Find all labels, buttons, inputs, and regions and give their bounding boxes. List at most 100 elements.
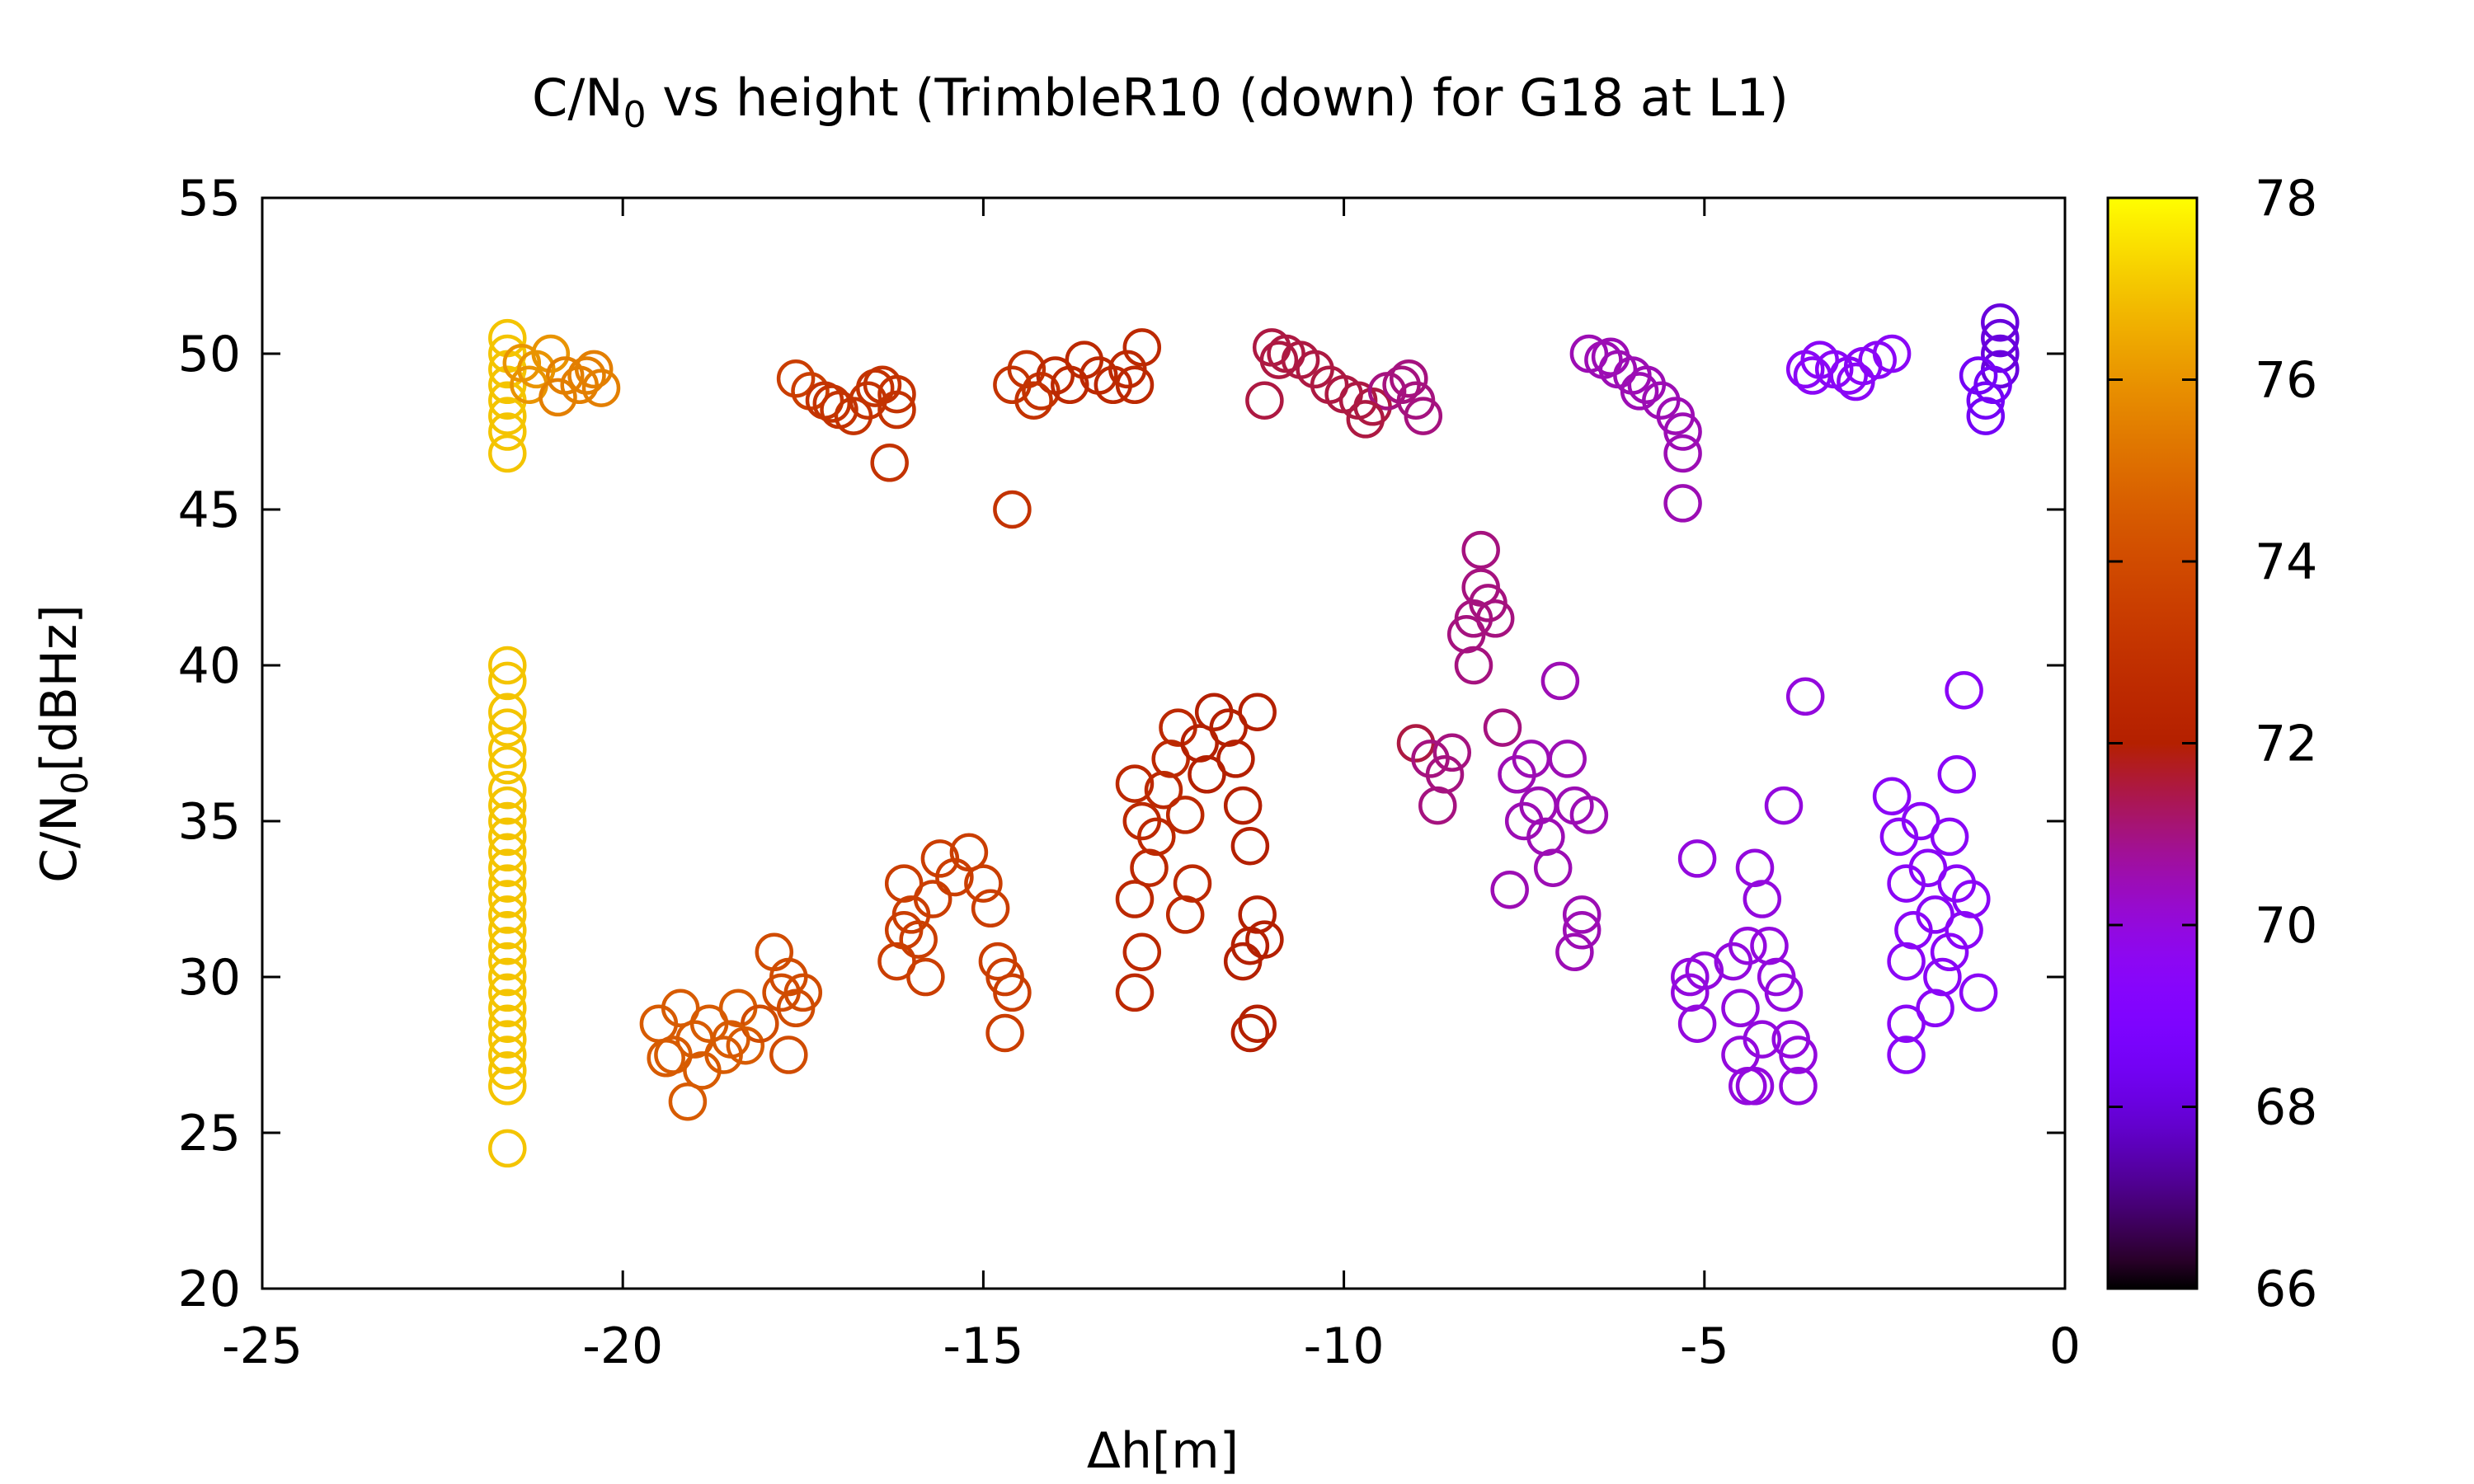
data-point: [1966, 397, 2006, 435]
data-point: [1533, 848, 1573, 887]
data-point: [1223, 786, 1263, 825]
data-point: [1663, 484, 1702, 523]
data-point: [1173, 864, 1212, 903]
data-point: [755, 932, 794, 972]
data-point: [712, 1020, 750, 1059]
data-point: [1346, 400, 1385, 439]
data-point: [1620, 372, 1659, 411]
data-point: [1959, 973, 1998, 1012]
data-point: [1735, 1067, 1775, 1106]
data-point: [488, 957, 527, 997]
data-point: [488, 770, 527, 810]
data-point: [1115, 880, 1155, 918]
data-point: [1115, 764, 1155, 803]
data-point: [1743, 1020, 1782, 1059]
data-point: [1837, 362, 1875, 402]
data-point: [1916, 895, 1954, 934]
data-point: [488, 864, 527, 903]
data-point: [1115, 973, 1155, 1012]
y-tick-label: 55: [178, 170, 241, 228]
data-point: [1115, 365, 1155, 405]
data-point: [906, 957, 945, 997]
data-point: [1014, 381, 1053, 420]
colorbar-ticks: 66 68 70 72 74 76 78: [2108, 170, 2317, 1318]
data-point: [993, 490, 1032, 529]
data-point: [1721, 989, 1760, 1028]
data-point: [488, 833, 527, 872]
data-point: [488, 1129, 527, 1168]
y-ticks: 20 25 30 35 40 45 50 55: [178, 170, 2065, 1318]
data-point: [913, 880, 952, 918]
x-tick-label: -20: [582, 1317, 663, 1375]
data-point: [1432, 733, 1472, 773]
colorbar-tick-label: 72: [2255, 716, 2317, 773]
data-point: [1887, 1036, 1926, 1074]
data-point: [647, 1039, 685, 1078]
data-point: [783, 973, 823, 1012]
data-point: [1461, 530, 1500, 570]
data-point: [488, 786, 527, 825]
x-axis-label: Δh[m]: [1087, 1422, 1239, 1480]
data-point: [1591, 337, 1630, 377]
data-point: [1779, 1067, 1818, 1106]
data-point: [488, 1036, 527, 1074]
data-point: [1729, 926, 1767, 965]
data-point: [488, 801, 527, 841]
data-point: [776, 359, 816, 398]
data-point: [488, 661, 527, 701]
data-point: [769, 1036, 808, 1074]
data-point: [1887, 1004, 1926, 1043]
data-point: [581, 369, 621, 407]
data-point: [1540, 661, 1580, 701]
x-tick-label: -15: [943, 1317, 1023, 1375]
data-point: [1216, 740, 1255, 778]
data-point: [1764, 973, 1804, 1012]
data-point: [1901, 801, 1940, 841]
data-point: [488, 708, 527, 747]
data-point: [1764, 786, 1804, 825]
data-point: [488, 989, 527, 1028]
data-point: [1743, 880, 1782, 918]
data-point: [1729, 1067, 1767, 1106]
data-point: [488, 926, 527, 965]
y-tick-label: 45: [178, 481, 241, 539]
data-point: [567, 356, 606, 395]
data-point: [985, 1013, 1024, 1053]
data-point: [488, 1067, 527, 1106]
data-point: [855, 369, 895, 407]
data-point: [488, 745, 527, 785]
data-point: [488, 1004, 527, 1043]
data-point: [870, 444, 909, 482]
data-point: [1966, 381, 2006, 420]
data-point: [1238, 895, 1277, 934]
data-point: [488, 911, 527, 950]
y-tick-label: 50: [178, 326, 241, 383]
data-point: [1475, 599, 1515, 638]
data-point: [1390, 359, 1428, 398]
data-point: [877, 390, 916, 430]
data-point: [1677, 839, 1717, 878]
data-point: [1677, 1004, 1717, 1043]
data-point: [741, 1004, 779, 1043]
data-point: [1923, 957, 1962, 997]
x-tick-label: -25: [222, 1317, 303, 1375]
data-point: [1238, 693, 1277, 731]
data-point: [1793, 356, 1832, 395]
data-point: [1562, 895, 1602, 934]
plot-frame: [261, 196, 2067, 1290]
y-tick-label: 30: [178, 949, 241, 1007]
data-point: [1130, 848, 1169, 887]
data-point: [1750, 926, 1789, 965]
data-point: [488, 1020, 527, 1059]
y-tick-label: 40: [178, 637, 241, 695]
data-point: [488, 434, 527, 473]
data-point: [1569, 796, 1609, 834]
data-point: [1165, 796, 1205, 834]
data-point: [1952, 880, 1991, 918]
data-point: [488, 412, 527, 451]
data-point: [1779, 1036, 1818, 1074]
data-point: [1735, 848, 1775, 887]
data-point: [1122, 328, 1162, 367]
data-point: [1245, 920, 1284, 959]
data-point: [964, 864, 1003, 903]
